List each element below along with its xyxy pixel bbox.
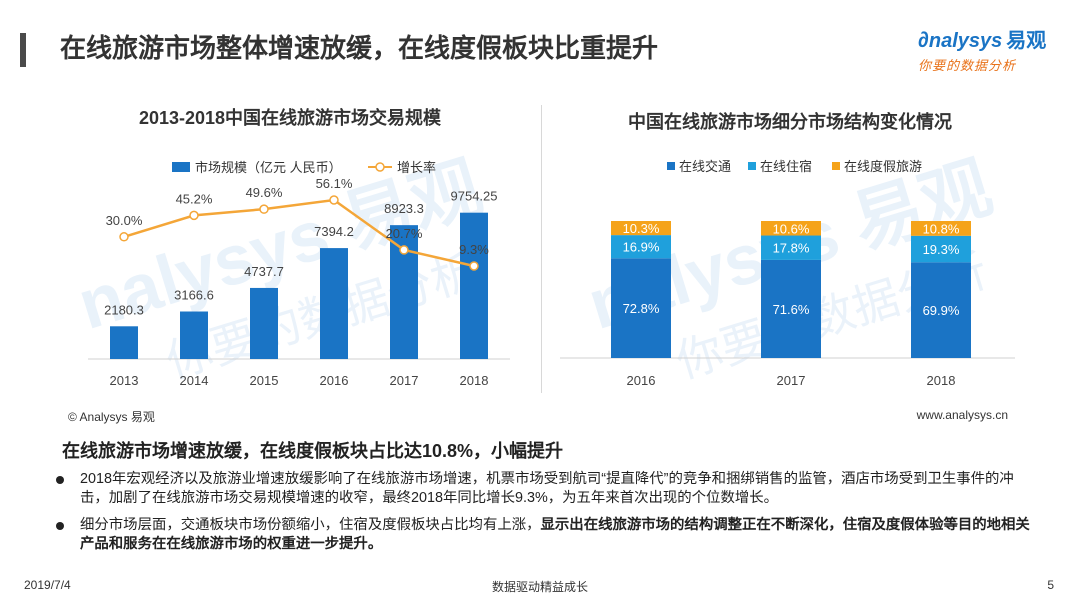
legend-label: 在线住宿 xyxy=(760,159,812,174)
segment-value-label: 10.6% xyxy=(773,221,810,236)
growth-point xyxy=(469,261,479,271)
growth-point xyxy=(189,210,199,221)
bar xyxy=(320,248,348,359)
legend-swatch xyxy=(667,162,675,170)
bar-value-label: 9754.25 xyxy=(451,189,498,204)
bullet-text: 2018年宏观经济以及旅游业增速放缓影响了在线旅游市场增速，机票市场受到航司“提… xyxy=(80,471,1014,506)
stacked-bar-segment xyxy=(911,262,971,358)
legend-label: 在线度假旅游 xyxy=(844,159,922,174)
growth-point xyxy=(399,245,409,255)
segment-value-label: 10.3% xyxy=(623,221,660,236)
chart-divider xyxy=(541,105,542,393)
bar-value-label: 8923.3 xyxy=(384,201,424,216)
growth-value-label: 56.1% xyxy=(316,176,353,191)
growth-value-label: 45.2% xyxy=(176,191,213,206)
stacked-bar-segment xyxy=(611,221,671,236)
growth-value-label: 49.6% xyxy=(246,185,283,200)
stacked-bar-segment xyxy=(911,235,971,263)
x-tick-label: 2018 xyxy=(460,373,489,388)
bar-value-label: 2180.3 xyxy=(104,302,144,317)
bar-value-label: 3166.6 xyxy=(174,288,214,303)
legend-swatch-bar xyxy=(172,162,190,172)
page-title: 在线旅游市场整体增速放缓，在线度假板块比重提升 xyxy=(60,33,659,63)
x-tick-label: 2016 xyxy=(627,373,656,388)
stacked-bar-segment xyxy=(761,259,821,358)
analysys-logo: ∂nalysys 易观 你要的数据分析 xyxy=(918,24,1068,73)
bullet-dot-icon xyxy=(56,522,64,530)
segment-value-label: 10.8% xyxy=(923,221,960,236)
footer-slogan: 数据驱动精益成长 xyxy=(491,580,588,594)
bullet-list: 2018年宏观经济以及旅游业增速放缓影响了在线旅游市场增速，机票市场受到航司“提… xyxy=(52,470,1037,562)
growth-point xyxy=(329,195,339,205)
bullet-bold-text: 显示出在线旅游市场的结构调整正在不断深化，住宿及度假体验等目的地相关产品和服务在… xyxy=(80,517,1030,552)
segment-value-label: 17.8% xyxy=(773,241,810,256)
growth-point xyxy=(259,204,269,214)
bar xyxy=(110,326,138,359)
x-tick-label: 2015 xyxy=(250,373,279,388)
footer-date: 2019/7/4 xyxy=(24,578,71,592)
stacked-bar-segment xyxy=(611,235,671,259)
section-subheading: 在线旅游市场增速放缓，在线度假板块占比达10.8%，小幅提升 xyxy=(62,441,564,461)
source-note: © Analysys 易观 xyxy=(68,410,155,424)
logo-wordmark: ∂nalysys 易观 xyxy=(918,24,1068,53)
segment-value-label: 16.9% xyxy=(623,240,660,255)
page-number: 5 xyxy=(1047,578,1054,592)
logo-cn-text: 易观 xyxy=(1006,30,1047,52)
source-url: www.analysys.cn xyxy=(916,408,1008,422)
bar xyxy=(250,287,278,359)
bar-value-label: 7394.2 xyxy=(314,224,354,239)
growth-line xyxy=(123,198,475,268)
x-tick-label: 2017 xyxy=(390,373,419,388)
x-tick-label: 2016 xyxy=(320,373,349,388)
legend-label-line: 增长率 xyxy=(397,160,436,175)
growth-value-label: 20.7% xyxy=(386,226,423,241)
bullet-item: 细分市场层面，交通板块市场份额缩小，住宿及度假板块占比均有上涨，显示出在线旅游市… xyxy=(52,516,1037,554)
bar-value-label: 4737.7 xyxy=(244,264,284,279)
title-accent-bar xyxy=(20,33,26,67)
bullet-item: 2018年宏观经济以及旅游业增速放缓影响了在线旅游市场增速，机票市场受到航司“提… xyxy=(52,470,1037,508)
segment-value-label: 19.3% xyxy=(923,242,960,257)
bar xyxy=(460,212,488,359)
legend-label: 在线交通 xyxy=(679,159,731,174)
stacked-bar-segment xyxy=(911,221,971,236)
legend-swatch xyxy=(748,162,756,170)
logo-text: nalysys xyxy=(928,30,1003,52)
legend-label-bar: 市场规模（亿元 人民币） xyxy=(195,160,342,175)
chart2-title: 中国在线旅游市场细分市场结构变化情况 xyxy=(628,112,952,132)
logo-slogan: 你要的数据分析 xyxy=(918,58,1017,73)
stacked-bar-segment xyxy=(761,235,821,260)
legend-swatch xyxy=(832,162,840,170)
bullet-text: 细分市场层面，交通板块市场份额缩小，住宿及度假板块占比均有上涨， xyxy=(80,517,541,533)
x-tick-label: 2014 xyxy=(180,373,209,388)
segment-value-label: 71.6% xyxy=(773,302,810,317)
x-tick-label: 2018 xyxy=(927,373,956,388)
bullet-dot-icon xyxy=(56,476,64,484)
bar xyxy=(180,311,208,359)
x-tick-label: 2013 xyxy=(110,373,139,388)
segment-value-label: 69.9% xyxy=(923,303,960,318)
growth-point xyxy=(119,232,129,242)
stacked-bar-segment xyxy=(761,221,821,236)
chart1-title: 2013-2018中国在线旅游市场交易规模 xyxy=(138,108,442,128)
x-tick-label: 2017 xyxy=(777,373,806,388)
stacked-bar-segment xyxy=(611,258,671,358)
growth-value-label: 9.3% xyxy=(459,242,489,257)
legend-marker-line xyxy=(375,162,385,172)
growth-value-label: 30.0% xyxy=(106,213,143,228)
segment-value-label: 72.8% xyxy=(623,301,660,316)
logo-swoosh-icon: ∂ xyxy=(918,27,929,52)
